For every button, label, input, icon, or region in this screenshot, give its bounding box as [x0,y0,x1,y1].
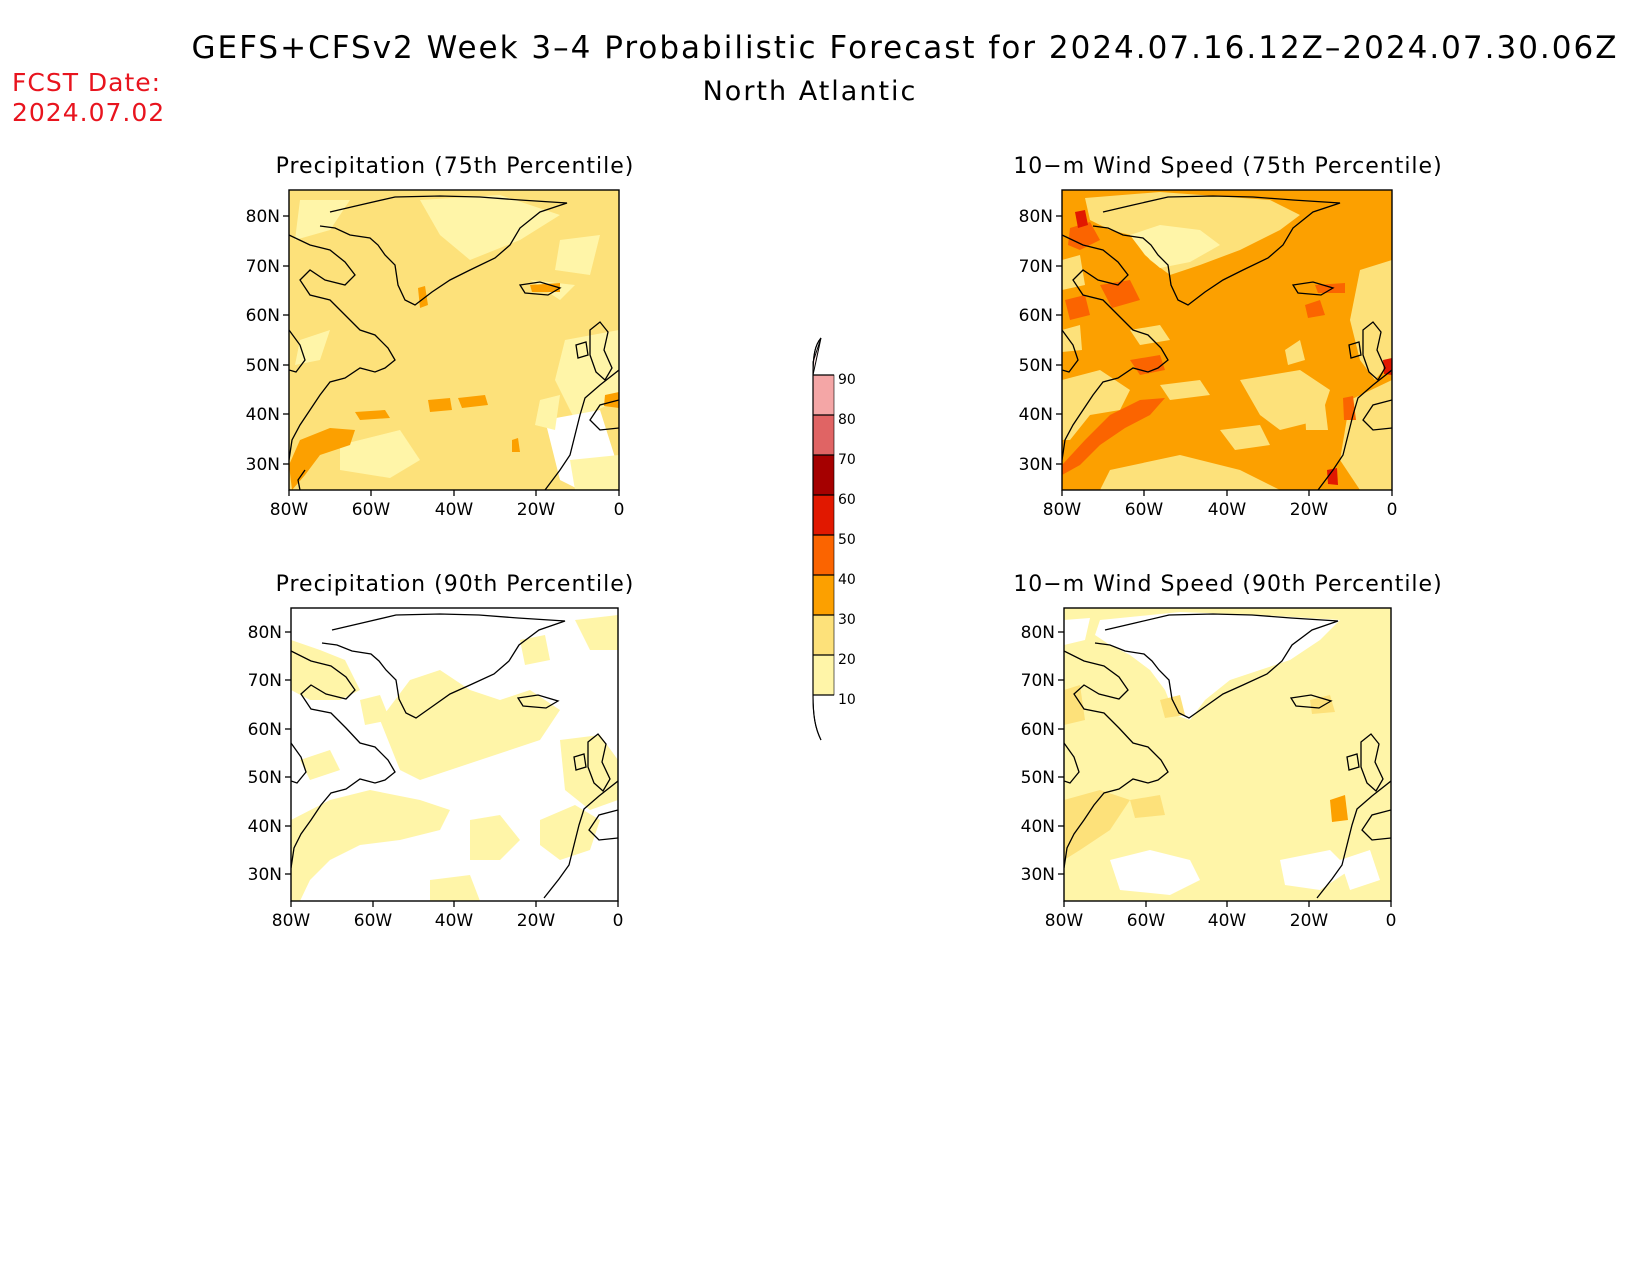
svg-text:40N: 40N [248,817,282,837]
precip90-lon-labels: 80W 60W 40W 20W 0 [272,911,624,931]
svg-text:20W: 20W [517,911,556,931]
wind75-ticks [1056,215,1393,496]
region-subtitle: North Atlantic [702,76,918,107]
svg-text:30: 30 [838,612,856,628]
svg-text:80N: 80N [246,207,280,227]
svg-text:80W: 80W [270,500,309,520]
precip90-field [291,608,618,901]
precip90-lat-labels: 80N 70N 60N 50N 40N 30N [248,623,282,885]
colorbar-band-20 [812,614,835,656]
svg-text:20W: 20W [1290,911,1329,931]
map-precip90: Precipitation (90th Percentile) [248,572,635,931]
svg-text:50: 50 [838,532,856,548]
svg-text:70N: 70N [1021,671,1055,691]
svg-text:40N: 40N [1021,817,1055,837]
map-title-precip75: Precipitation (75th Percentile) [276,154,635,179]
svg-text:60N: 60N [246,306,280,326]
colorbar-band-50 [812,494,835,536]
svg-text:80W: 80W [1045,911,1084,931]
precip75-field [289,190,619,490]
svg-text:30N: 30N [248,865,282,885]
colorbar-band-10 [812,654,835,696]
map-title-wind75: 10−m Wind Speed (75th Percentile) [1013,154,1442,179]
svg-text:40W: 40W [435,911,474,931]
svg-text:40N: 40N [246,405,280,425]
wind90-lat-labels: 80N 70N 60N 50N 40N 30N [1021,623,1055,885]
svg-text:80N: 80N [1019,207,1053,227]
svg-text:20: 20 [838,652,856,668]
precip75-lat-labels: 80N 70N 60N 50N 40N 30N [246,207,280,475]
svg-text:0: 0 [613,911,624,931]
svg-text:80W: 80W [1043,500,1082,520]
svg-text:50N: 50N [248,768,282,788]
svg-text:80: 80 [838,412,856,428]
svg-text:0: 0 [1387,500,1398,520]
fcst-date-value: 2024.07.02 [12,98,166,127]
figure-title: GEFS+CFSv2 Week 3–4 Probabilistic Foreca… [191,30,1619,66]
svg-text:50N: 50N [246,356,280,376]
svg-text:60N: 60N [1021,720,1055,740]
map-wind90: 10−m Wind Speed (90th Percentile) [1013,572,1442,931]
svg-text:60W: 60W [1125,500,1164,520]
colorbar: 90 80 70 60 50 40 30 20 10 [812,337,856,741]
svg-text:50N: 50N [1021,768,1055,788]
svg-text:30N: 30N [1019,455,1053,475]
colorbar-labels: 90 80 70 60 50 40 30 20 10 [838,372,856,708]
svg-text:90: 90 [838,372,856,388]
precip75-coastlines [289,195,619,490]
svg-text:80N: 80N [248,623,282,643]
wind75-lat-labels: 80N 70N 60N 50N 40N 30N [1019,207,1053,475]
wind90-ticks [1058,631,1392,907]
map-wind75: 10−m Wind Speed (75th Percentile) [1013,154,1442,520]
svg-text:30N: 30N [1021,865,1055,885]
precip75-lon-labels: 80W 60W 40W 20W 0 [270,500,625,520]
wind90-lon-labels: 80W 60W 40W 20W 0 [1045,911,1397,931]
svg-text:10: 10 [838,692,856,708]
precip90-coastlines [291,613,618,899]
svg-text:60N: 60N [1019,306,1053,326]
colorbar-band-30 [812,574,835,616]
svg-text:40W: 40W [1208,500,1247,520]
precip75-ticks [283,215,620,496]
svg-text:0: 0 [1386,911,1397,931]
wind75-field [1062,190,1392,490]
svg-text:60N: 60N [248,720,282,740]
precip90-ticks [285,631,619,907]
svg-text:80N: 80N [1021,623,1055,643]
svg-text:70N: 70N [248,671,282,691]
wind75-coastlines [1062,195,1392,490]
fcst-date-label: FCST Date: [12,68,162,97]
svg-text:60W: 60W [352,500,391,520]
svg-text:60W: 60W [354,911,393,931]
svg-text:20W: 20W [517,500,556,520]
svg-text:20W: 20W [1290,500,1329,520]
wind90-field [1064,608,1391,901]
map-title-precip90: Precipitation (90th Percentile) [276,572,635,597]
svg-text:40N: 40N [1019,405,1053,425]
svg-text:70N: 70N [246,257,280,277]
wind90-coastlines [1064,613,1391,899]
svg-text:30N: 30N [246,455,280,475]
svg-text:70: 70 [838,452,856,468]
svg-text:40W: 40W [435,500,474,520]
svg-text:40: 40 [838,572,856,588]
svg-text:40W: 40W [1208,911,1247,931]
map-precip75: Precipitation (75th Percentile) [246,154,635,520]
svg-text:60: 60 [838,492,856,508]
colorbar-band-40 [812,534,835,576]
wind75-lon-labels: 80W 60W 40W 20W 0 [1043,500,1398,520]
map-title-wind90: 10−m Wind Speed (90th Percentile) [1013,572,1442,597]
svg-text:80W: 80W [272,911,311,931]
colorbar-band-70 [812,414,835,456]
svg-text:60W: 60W [1127,911,1166,931]
svg-text:70N: 70N [1019,257,1053,277]
svg-text:50N: 50N [1019,356,1053,376]
colorbar-band-60 [812,454,835,496]
svg-text:0: 0 [614,500,625,520]
colorbar-band-80 [812,374,835,416]
